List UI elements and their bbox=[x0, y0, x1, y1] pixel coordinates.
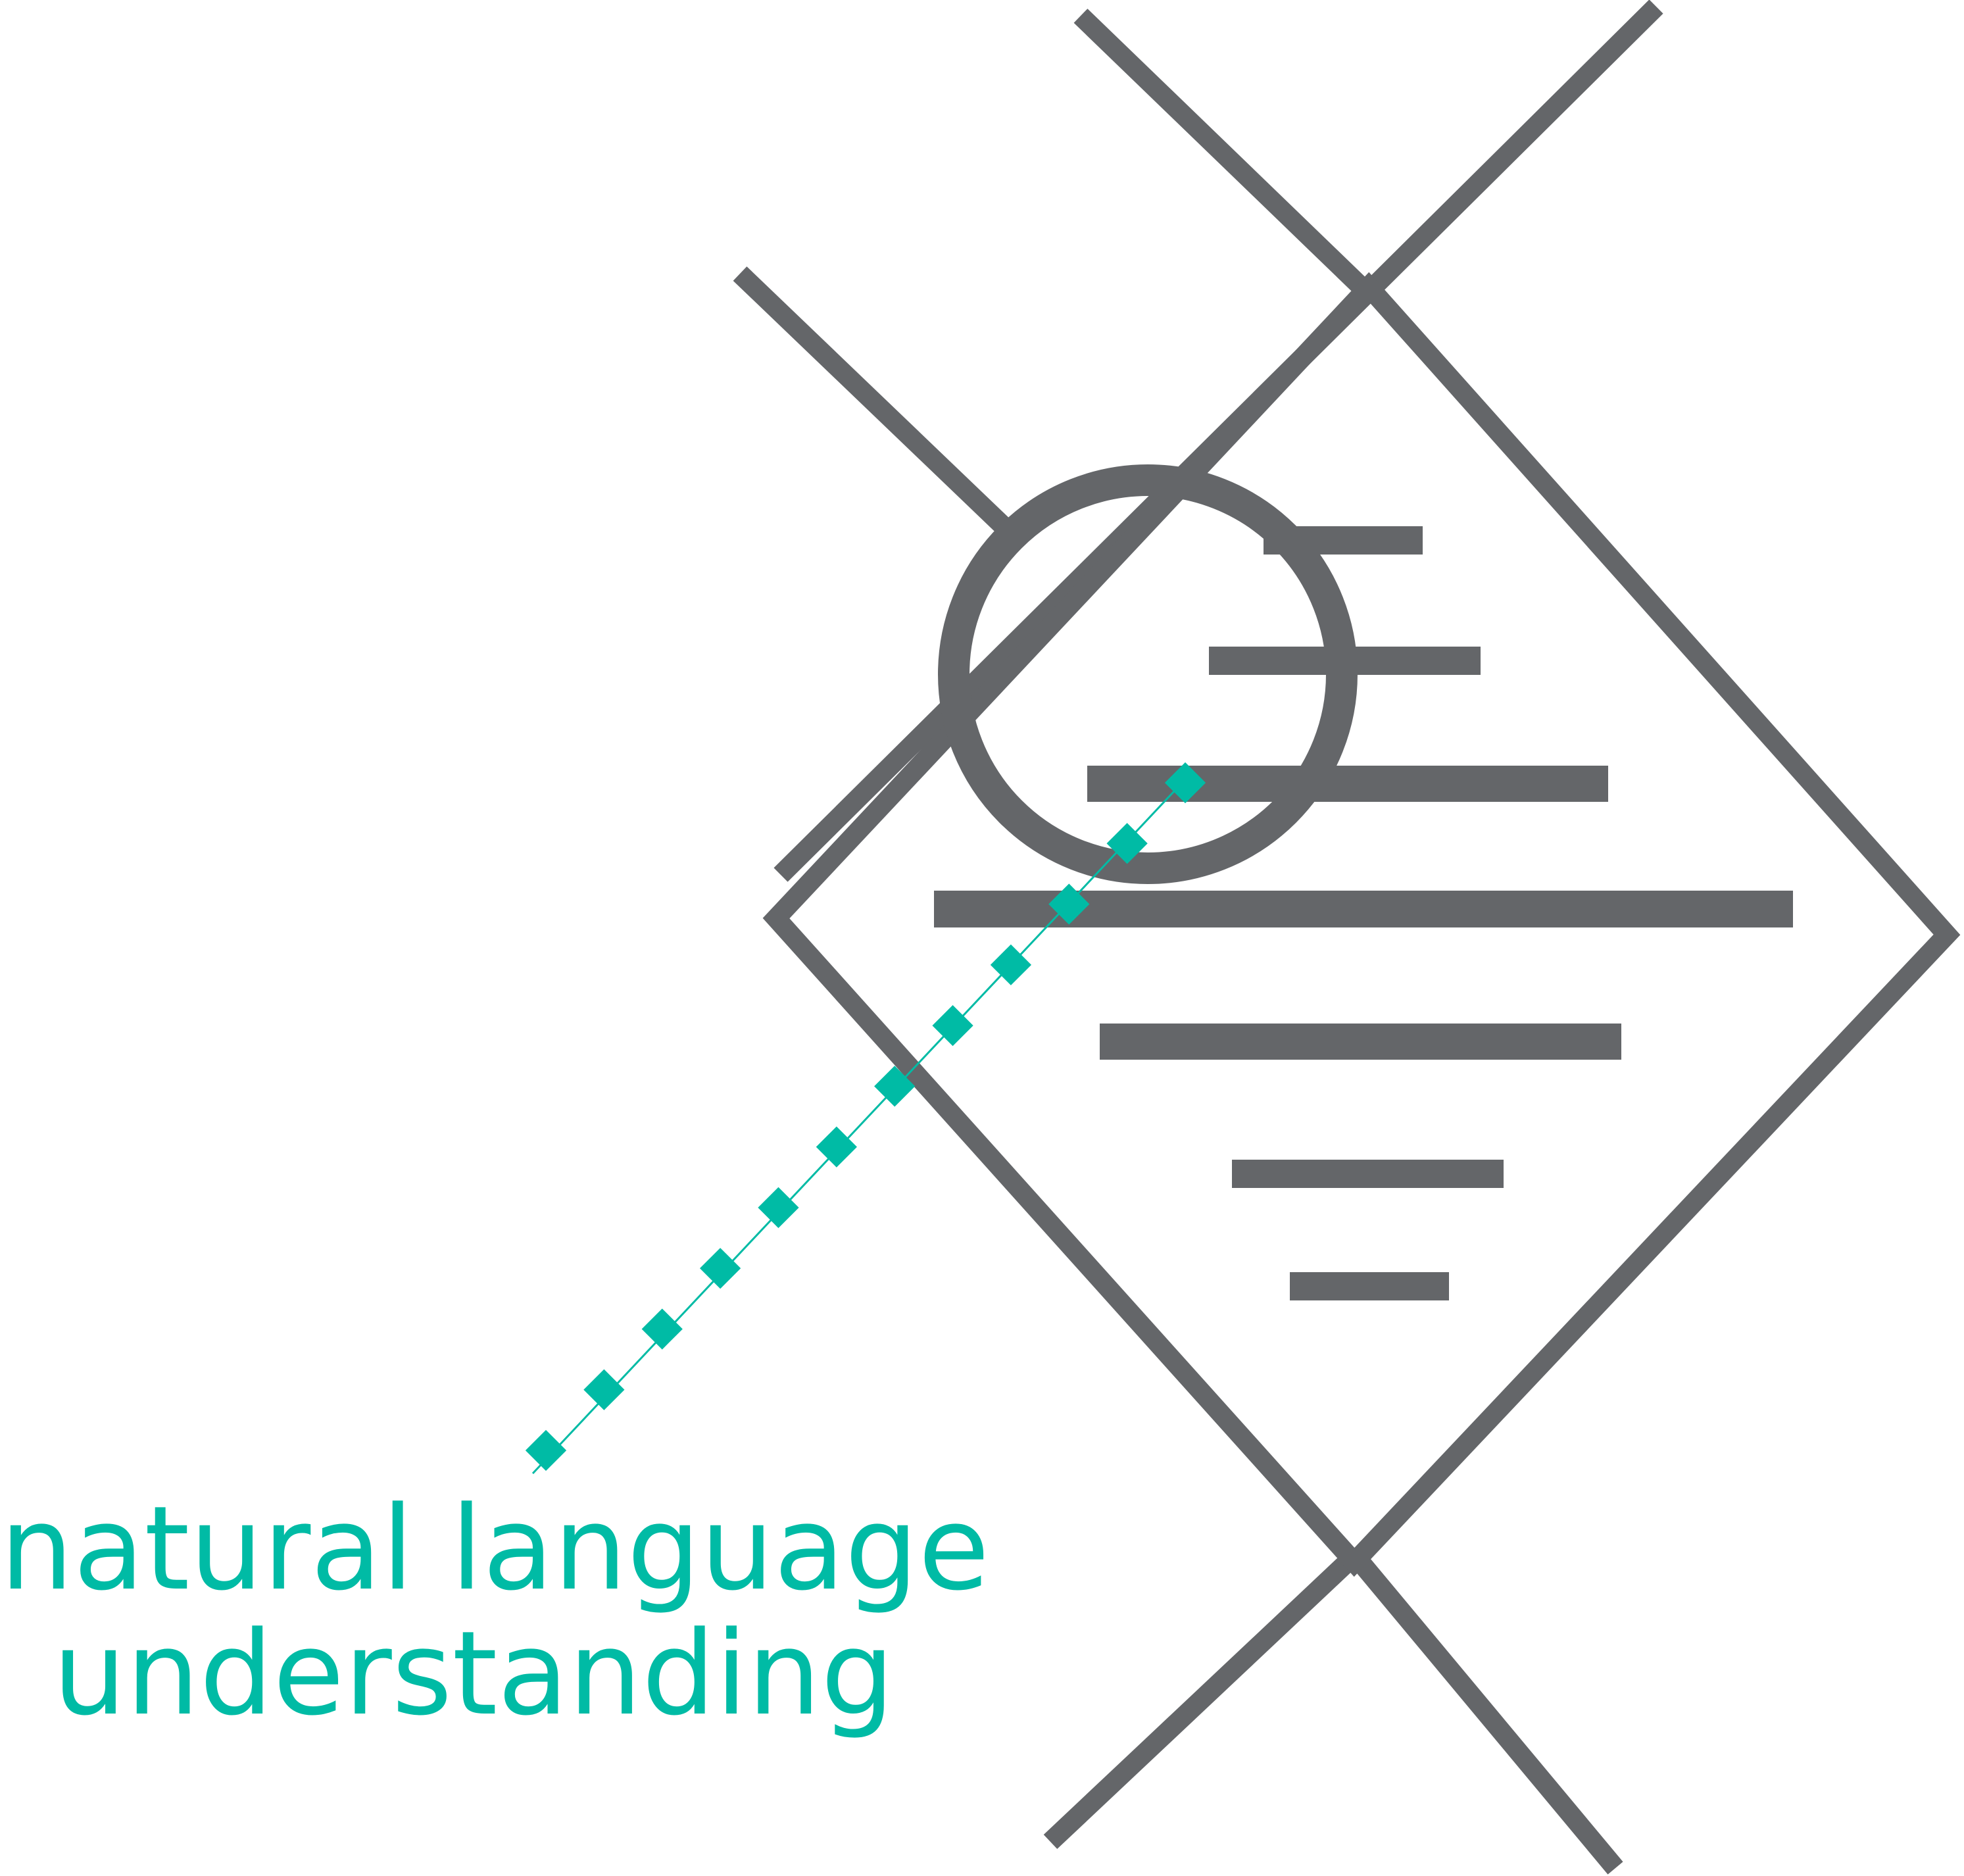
top-left-diagonal-line bbox=[1073, 9, 1377, 303]
diamond-outline-icon bbox=[762, 272, 1961, 1577]
accent-dot bbox=[699, 1248, 741, 1289]
text-line-3 bbox=[1087, 766, 1608, 802]
text-line-7 bbox=[1290, 1272, 1449, 1300]
accent-dot bbox=[816, 1126, 857, 1168]
caption-line-1: natural language bbox=[0, 1481, 990, 1616]
accent-dot bbox=[583, 1369, 625, 1410]
accent-dot bbox=[758, 1187, 799, 1229]
text-line-6 bbox=[1232, 1160, 1504, 1188]
caption-line-2: understanding bbox=[53, 1606, 895, 1741]
caption: natural language understanding bbox=[0, 1481, 990, 1741]
left-diagonal-line bbox=[733, 266, 1017, 539]
bottom-left-diagonal-line bbox=[1043, 1549, 1361, 1849]
text-line-2 bbox=[1209, 647, 1481, 675]
accent-dot bbox=[525, 1429, 567, 1471]
accent-thin-line bbox=[531, 779, 1185, 1475]
accent-dot bbox=[641, 1308, 683, 1350]
bottom-right-diagonal-line bbox=[1348, 1550, 1623, 1875]
text-line-5 bbox=[1100, 1024, 1621, 1060]
text-line-1 bbox=[1264, 526, 1423, 555]
